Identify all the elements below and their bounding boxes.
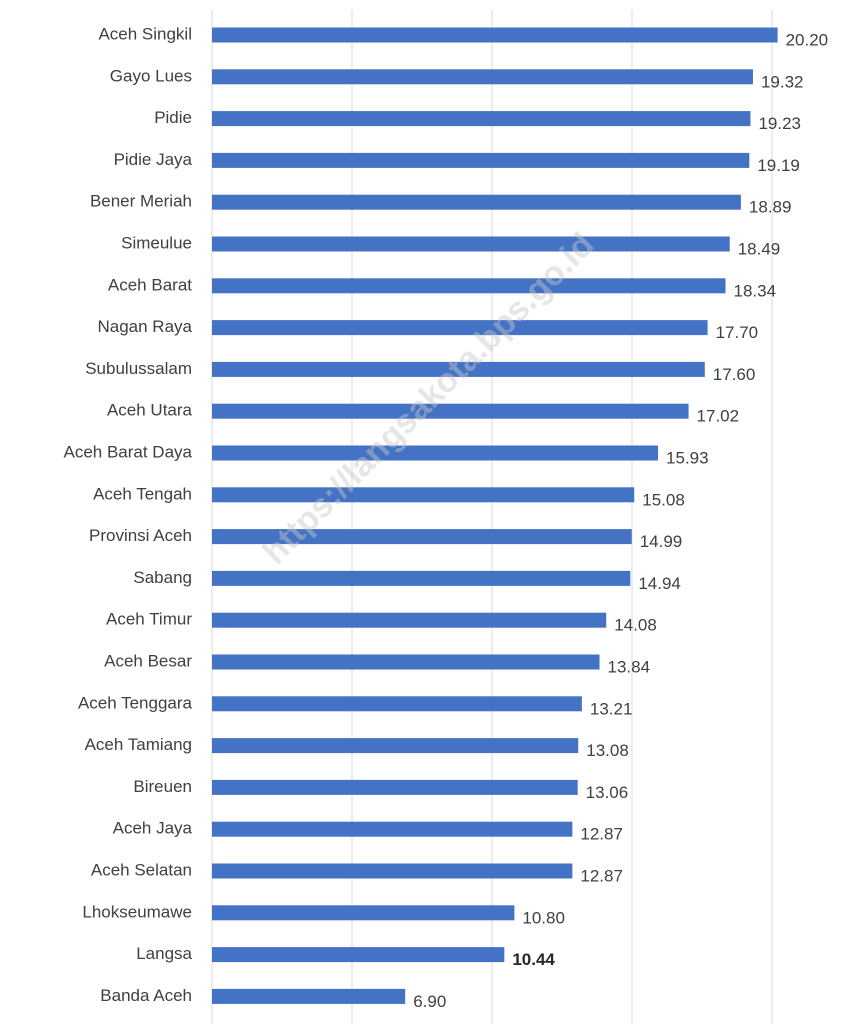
y-tick-label: Pidie Jaya <box>114 150 193 169</box>
data-label: 15.08 <box>642 490 685 509</box>
y-tick-label: Aceh Barat <box>108 275 192 294</box>
bar <box>212 69 753 85</box>
y-tick-label: Gayo Lues <box>110 66 192 85</box>
y-tick-label: Bireuen <box>133 777 192 796</box>
bar <box>212 738 579 754</box>
bar <box>212 570 631 586</box>
y-tick-label: Aceh Utara <box>107 401 193 420</box>
data-label: 17.02 <box>697 407 740 426</box>
y-tick-label: Sabang <box>133 568 192 587</box>
bar <box>212 27 778 43</box>
data-label: 17.60 <box>713 365 756 384</box>
y-tick-label: Simeulue <box>121 233 192 252</box>
data-label: 19.19 <box>757 156 800 175</box>
data-label: 13.21 <box>590 699 633 718</box>
y-tick-label: Aceh Besar <box>104 651 192 670</box>
data-label: 13.08 <box>586 741 629 760</box>
bar <box>212 696 582 712</box>
grid <box>211 10 773 1024</box>
y-tick-label: Nagan Raya <box>97 317 192 336</box>
bar <box>212 445 659 461</box>
y-tick-label: Aceh Jaya <box>113 819 193 838</box>
bar <box>212 988 406 1004</box>
y-tick-label: Aceh Timur <box>106 610 192 629</box>
bar <box>212 654 600 670</box>
y-tick-label: Subulussalam <box>85 359 192 378</box>
data-label: 14.94 <box>638 574 681 593</box>
data-label: 14.08 <box>614 616 657 635</box>
bar <box>212 863 573 879</box>
y-tick-label: Langsa <box>136 944 192 963</box>
data-label: 12.87 <box>580 825 623 844</box>
data-label: 18.89 <box>749 198 792 217</box>
y-tick-label: Aceh Tenggara <box>78 693 193 712</box>
y-tick-label: Pidie <box>154 108 192 127</box>
data-label: 15.93 <box>666 448 709 467</box>
data-label: 12.87 <box>580 866 623 885</box>
data-label: 20.20 <box>786 30 829 49</box>
watermark: https://langsakota.bps.go.id <box>256 226 602 572</box>
y-tick-label: Lhokseumawe <box>82 902 192 921</box>
data-label: 14.99 <box>640 532 683 551</box>
data-label: 18.34 <box>734 281 777 300</box>
data-label: 6.90 <box>413 992 446 1011</box>
bar <box>212 403 689 419</box>
bar <box>212 821 573 837</box>
bar <box>212 194 741 210</box>
bar <box>212 779 578 795</box>
bar <box>212 905 515 921</box>
bar <box>212 236 730 252</box>
data-label: 18.49 <box>738 239 781 258</box>
bar <box>212 320 708 336</box>
bar <box>212 487 635 503</box>
bars <box>212 27 778 1004</box>
y-tick-label: Bener Meriah <box>90 192 192 211</box>
y-tick-label: Aceh Tamiang <box>85 735 192 754</box>
bar <box>212 111 751 127</box>
y-tick-label: Aceh Barat Daya <box>63 442 192 461</box>
bar <box>212 361 705 377</box>
bar <box>212 152 750 168</box>
data-label: 10.44 <box>512 950 555 969</box>
bar <box>212 278 726 294</box>
data-label: 19.23 <box>758 114 801 133</box>
y-tick-label: Aceh Singkil <box>98 24 192 43</box>
data-label: 10.80 <box>522 908 565 927</box>
data-label: 17.70 <box>716 323 759 342</box>
bar <box>212 529 632 545</box>
y-tick-label: Banda Aceh <box>100 986 192 1005</box>
data-label: 19.32 <box>761 72 804 91</box>
y-tick-label: Aceh Selatan <box>91 860 192 879</box>
bar <box>212 612 607 628</box>
y-tick-label: Aceh Tengah <box>93 484 192 503</box>
data-label: 13.06 <box>586 783 629 802</box>
bar <box>212 947 505 963</box>
y-tick-label: Provinsi Aceh <box>89 526 192 545</box>
data-label: 13.84 <box>608 657 651 676</box>
